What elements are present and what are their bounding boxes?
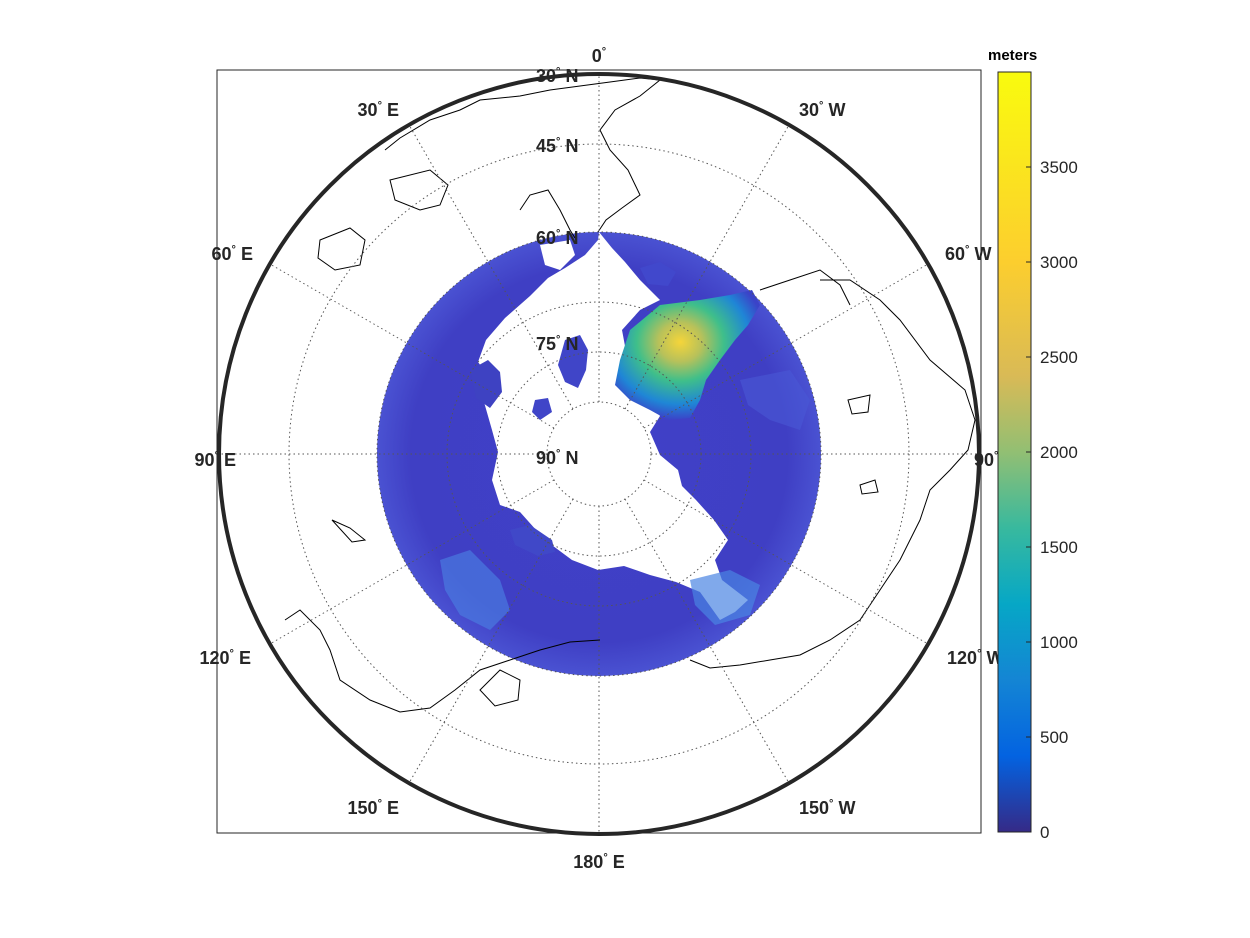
meridians: [219, 74, 979, 834]
arctic-ocean-gap: [478, 232, 748, 620]
meridian-label: 90° E: [195, 450, 236, 470]
meridian-label: 180° E: [573, 852, 624, 872]
lat-label-75: 75° N: [536, 334, 578, 354]
meridian-label: 0°: [592, 46, 606, 66]
coast-island-r2: [859, 479, 879, 495]
svalbard: [558, 335, 588, 388]
meridian-label: 150° W: [799, 798, 855, 818]
coast-med: [389, 169, 449, 211]
coast-greenland-outline: [759, 269, 851, 306]
highland-canada: [740, 370, 810, 430]
lat-label-90: 90° N: [536, 448, 578, 468]
colorbar-tick-label: 3000: [1040, 253, 1078, 272]
meridian-label: 150° E: [348, 798, 399, 818]
meridian-label: 30° E: [358, 100, 399, 120]
colorbar: meters 0 500 1000 1500 2000 2500 3000 3500: [988, 47, 1078, 842]
colorbar-tick-label: 2500: [1040, 348, 1078, 367]
meridian-label: 60° W: [945, 244, 991, 264]
meridian-line: [269, 479, 555, 645]
lat-label-30: 30° N: [536, 66, 578, 86]
colorbar-tick-label: 1500: [1040, 538, 1078, 557]
colorbar-ticks: 0 500 1000 1500 2000 2500 3000 3500: [1026, 158, 1078, 842]
lat-label-45: 45° N: [536, 136, 578, 156]
meridian-label: 120° E: [200, 648, 251, 668]
coast-americas: [689, 279, 976, 669]
coast-asia: [317, 227, 366, 271]
meridian-line: [269, 263, 555, 429]
graticule: [219, 74, 979, 834]
meridian-label: 60° E: [212, 244, 253, 264]
coast-island-r: [847, 394, 871, 415]
highland-alaska: [690, 570, 760, 625]
meridian-line: [408, 498, 574, 784]
colorbar-gradient: [997, 71, 1032, 833]
colorbar-tick-label: 500: [1040, 728, 1068, 747]
colorbar-tick-label: 1000: [1040, 633, 1078, 652]
coast-asia-pacific: [284, 609, 601, 713]
meridian-label: 30° W: [799, 100, 845, 120]
colorbar-tick-label: 3500: [1040, 158, 1078, 177]
latitude-labels: 30° N 45° N 60° N 75° N 90° N: [536, 66, 578, 468]
meridian-line: [408, 124, 574, 410]
highland-siberia: [440, 550, 510, 630]
meridian-line: [643, 479, 929, 645]
colorbar-tick-label: 2000: [1040, 443, 1078, 462]
meridian-label: 120° W: [947, 648, 1003, 668]
colorbar-tick-label: 0: [1040, 823, 1049, 842]
greenland-ice: [615, 290, 760, 420]
map-boundary: [217, 72, 981, 836]
islands-b: [640, 262, 676, 286]
meridian-line: [624, 124, 790, 410]
parallel-60: [376, 231, 822, 677]
meridian-line: [643, 263, 929, 429]
meridian-line: [624, 498, 790, 784]
kara-gap: [540, 240, 575, 270]
coast-japan: [331, 519, 367, 543]
islands-a: [470, 360, 502, 408]
coast-kamchatka: [479, 669, 521, 707]
elevation-raster: [377, 232, 821, 676]
coast-scandinavia: [519, 189, 576, 239]
lat-label-60: 60° N: [536, 228, 578, 248]
franz-josef: [532, 398, 552, 420]
islands-c: [510, 525, 555, 556]
colorbar-title: meters: [988, 47, 1037, 64]
